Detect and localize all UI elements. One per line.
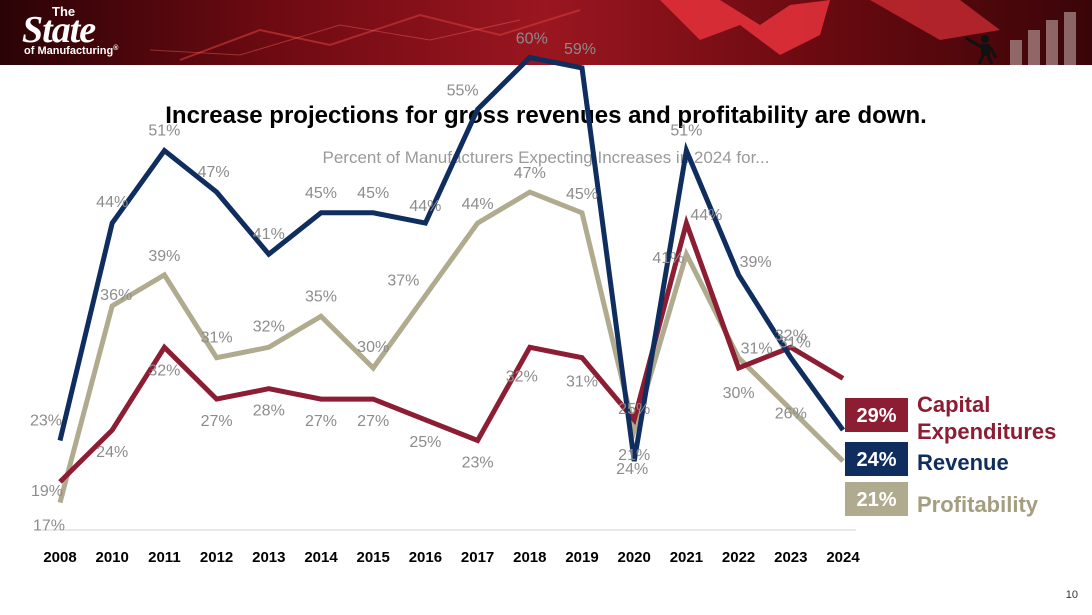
x-tick-label: 2012 [200, 549, 233, 566]
data-label-capital-expenditures: 28% [253, 403, 285, 420]
x-tick-label: 2023 [774, 549, 807, 566]
data-label-capital-expenditures: 44% [690, 207, 722, 224]
data-label-capital-expenditures: 30% [723, 385, 755, 402]
x-tick-label: 2011 [148, 549, 181, 566]
businessman-icon [965, 35, 998, 65]
data-label-capital-expenditures: 32% [506, 368, 538, 385]
x-tick-label: 2019 [565, 549, 598, 566]
data-label-capital-expenditures: 19% [31, 483, 63, 500]
logo-manufacturing: of Manufacturing® [24, 45, 119, 57]
x-tick-label: 2017 [461, 549, 494, 566]
data-label-profitability: 26% [775, 405, 807, 422]
data-label-profitability: 35% [305, 288, 337, 305]
logo-the: The [52, 4, 76, 19]
data-label-revenue: 51% [670, 123, 702, 140]
series-line-revenue [57, 54, 846, 462]
data-label-profitability: 17% [33, 518, 65, 535]
x-tick-label: 2022 [722, 549, 755, 566]
legend-value-box [845, 442, 908, 476]
data-label-revenue: 45% [305, 185, 337, 202]
data-label-capital-expenditures: 27% [201, 413, 233, 430]
data-label-profitability: 30% [357, 339, 389, 356]
data-label-capital-expenditures: 24% [96, 444, 128, 461]
data-label-profitability: 44% [462, 196, 494, 213]
data-label-revenue: 31% [779, 335, 811, 352]
legend-series-name: Expenditures [917, 419, 1056, 444]
data-label-capital-expenditures: 25% [409, 434, 441, 451]
data-label-capital-expenditures: 32% [775, 327, 807, 344]
data-label-revenue: 24% [616, 461, 648, 478]
x-tick-label: 2015 [357, 549, 390, 566]
x-tick-label: 2024 [826, 549, 860, 566]
data-label-profitability: 31% [741, 341, 773, 358]
data-label-revenue: 60% [516, 31, 548, 48]
data-label-profitability: 39% [148, 248, 180, 265]
series-line-profitability [57, 189, 845, 504]
logo-state: State [22, 9, 96, 51]
data-label-revenue: 44% [409, 198, 441, 215]
x-tick-label: 2013 [252, 549, 285, 566]
data-label-revenue: 51% [148, 123, 180, 140]
legend-series-name: Capital [917, 392, 990, 417]
x-tick-label: 2016 [409, 549, 442, 566]
data-label-profitability: 45% [566, 186, 598, 203]
legend-value: 24% [856, 449, 896, 471]
x-tick-label: 2010 [96, 549, 129, 566]
banner-graphic [149, 0, 1076, 65]
series-line-capital-expenditures [58, 214, 845, 484]
x-tick-label: 2020 [618, 549, 651, 566]
x-tick-label: 2008 [43, 549, 76, 566]
data-label-revenue: 59% [564, 41, 596, 58]
data-label-revenue: 23% [30, 412, 62, 429]
legend-value: 29% [856, 405, 896, 427]
legend-value-box [845, 398, 908, 432]
header-banner: The State of Manufacturing® [0, 0, 1092, 65]
data-label-capital-expenditures: 32% [148, 362, 180, 379]
data-label-capital-expenditures: 31% [566, 374, 598, 391]
data-label-profitability: 37% [387, 273, 419, 290]
legend-series-name: Revenue [917, 450, 1009, 475]
data-label-profitability: 41% [652, 250, 684, 267]
x-tick-label: 2018 [513, 549, 546, 566]
data-label-profitability: 21% [618, 447, 650, 464]
legend-series-name: Profitability [917, 492, 1039, 517]
data-label-capital-expenditures: 23% [462, 454, 494, 471]
data-label-revenue: 45% [357, 185, 389, 202]
data-label-revenue: 47% [198, 164, 230, 181]
data-label-capital-expenditures: 25% [618, 401, 650, 418]
chart-subtitle: Percent of Manufacturers Expecting Incre… [322, 148, 770, 167]
data-label-profitability: 32% [253, 318, 285, 335]
page-number: 10 [1065, 589, 1078, 601]
data-label-capital-expenditures: 27% [357, 413, 389, 430]
page-title: Increase projections for gross revenues … [165, 102, 927, 129]
data-label-profitability: 47% [514, 165, 546, 182]
data-label-revenue: 55% [447, 82, 479, 99]
x-tick-label: 2014 [304, 549, 338, 566]
legend-value-box [845, 482, 908, 516]
data-label-profitability: 36% [100, 287, 132, 304]
x-tick-label: 2021 [670, 549, 703, 566]
data-label-profitability: 31% [201, 330, 233, 347]
data-label-revenue: 39% [740, 254, 772, 271]
legend-value: 21% [856, 489, 896, 511]
data-label-revenue: 41% [253, 226, 285, 243]
data-label-capital-expenditures: 27% [305, 413, 337, 430]
data-label-revenue: 44% [96, 194, 128, 211]
